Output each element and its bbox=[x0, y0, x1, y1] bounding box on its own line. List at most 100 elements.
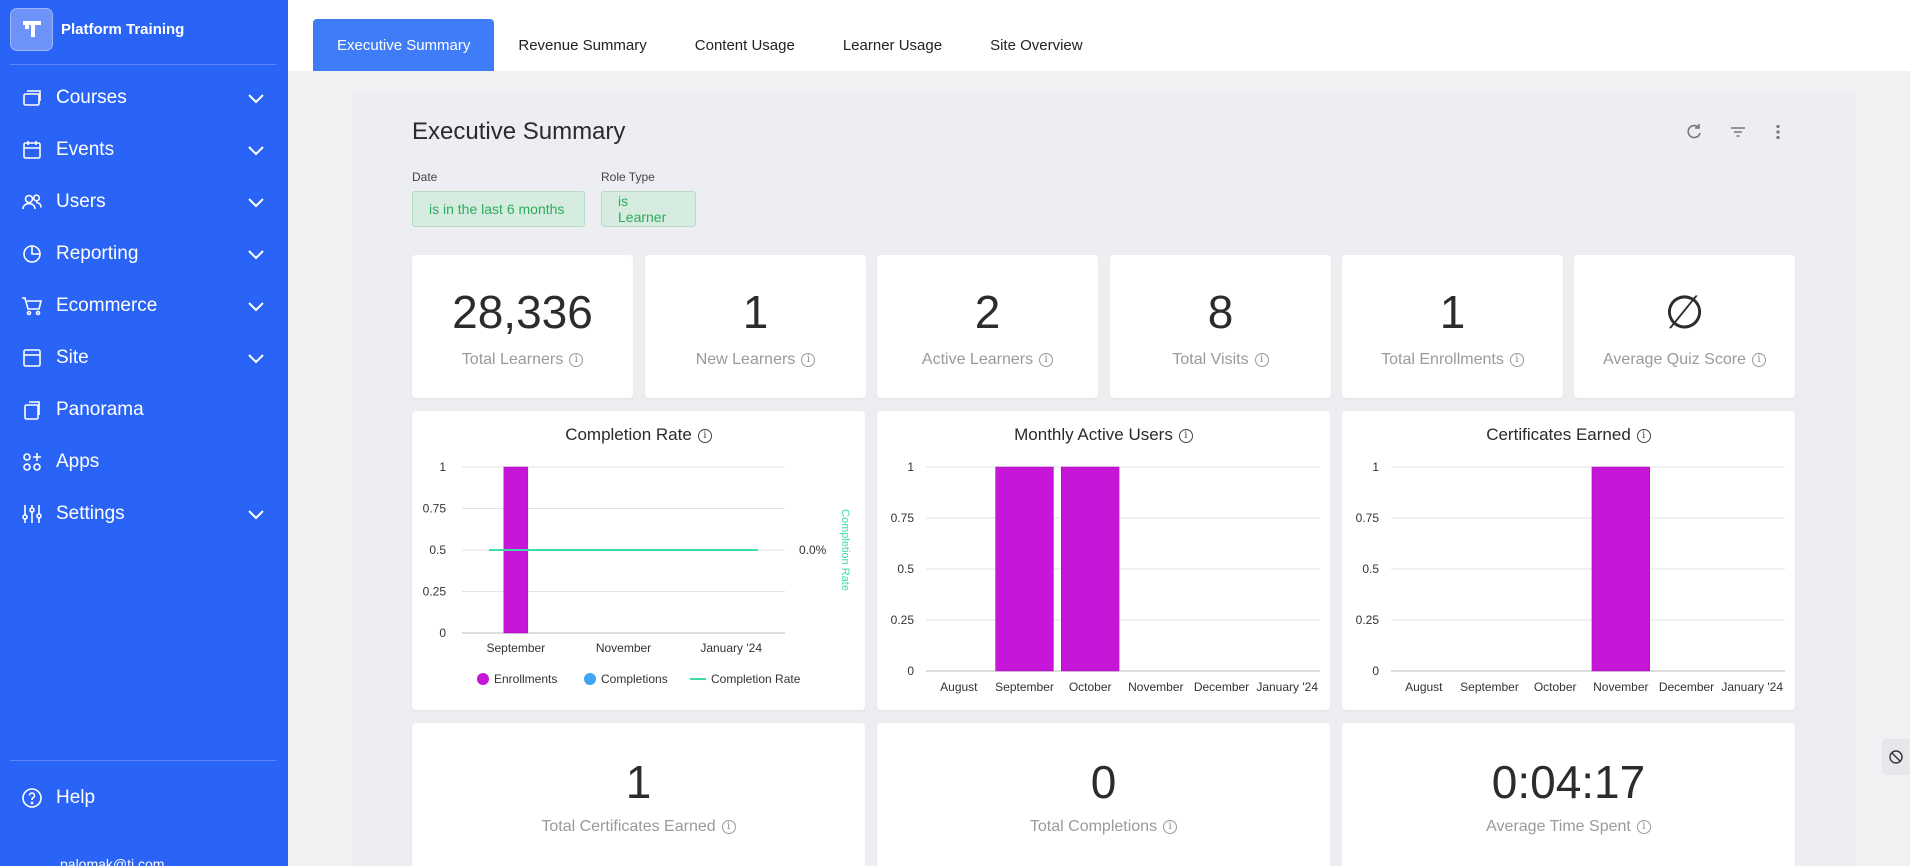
kpi-label-text: Average Quiz Score bbox=[1603, 351, 1746, 368]
kpi-card-average-quiz-score[interactable]: ∅ Average Quiz Score i bbox=[1574, 255, 1795, 398]
nav-item-site[interactable]: Site bbox=[0, 332, 288, 384]
nav-item-panorama[interactable]: Panorama bbox=[0, 384, 288, 436]
block-icon bbox=[1889, 750, 1903, 764]
info-icon[interactable]: i bbox=[1636, 819, 1651, 834]
kpi-card-new-learners[interactable]: 1 New Learners i bbox=[645, 255, 866, 398]
kpi-label-text: Total Completions bbox=[1029, 818, 1158, 835]
tab-site-overview[interactable]: Site Overview bbox=[990, 36, 1083, 54]
y-tick-label: 0.25 bbox=[423, 585, 447, 599]
kpi-card-total-visits[interactable]: 8 Total Visits i bbox=[1110, 255, 1331, 398]
chevron-down-icon bbox=[248, 146, 264, 156]
info-icon[interactable]: i bbox=[721, 819, 736, 834]
filter-role-type[interactable]: is Learner bbox=[601, 191, 696, 227]
x-tick-label: October bbox=[1069, 680, 1112, 694]
kpi-card-total-learners[interactable]: 28,336 Total Learners i bbox=[412, 255, 633, 398]
help-label: Help bbox=[56, 787, 96, 808]
y-tick-label: 1 bbox=[439, 460, 446, 474]
x-tick-label: November bbox=[596, 641, 651, 655]
users-icon bbox=[21, 191, 43, 213]
nav-item-apps[interactable]: Apps bbox=[0, 436, 288, 488]
kpi-value: 1 bbox=[625, 756, 652, 808]
legend-swatch-completions bbox=[584, 673, 596, 685]
tab-content-usage[interactable]: Content Usage bbox=[694, 36, 795, 54]
chart-card-completion-rate: Completion Rate i 0 0.25 0.5 0.75 1 September N… bbox=[412, 411, 865, 710]
y-tick-label: 0.5 bbox=[429, 543, 446, 557]
kpi-value: ∅ bbox=[1664, 286, 1705, 338]
hide-panel-tab[interactable] bbox=[1882, 739, 1910, 775]
dashboard-title: Executive Summary bbox=[412, 118, 626, 145]
more-vertical-icon[interactable] bbox=[1768, 122, 1788, 142]
refresh-icon[interactable] bbox=[1684, 122, 1704, 142]
info-icon[interactable]: i bbox=[1636, 428, 1651, 443]
nav-item-events[interactable]: Events bbox=[0, 124, 288, 176]
filter-label-date: Date bbox=[412, 170, 438, 184]
cart-icon bbox=[21, 295, 43, 317]
tab-executive-summary[interactable]: Executive Summary bbox=[313, 19, 495, 71]
x-tick-label: December bbox=[1194, 680, 1249, 694]
y-tick-label: 0 bbox=[1372, 664, 1379, 678]
nav-label: Apps bbox=[56, 451, 100, 472]
kpi-card-active-learners[interactable]: 2 Active Learners i bbox=[877, 255, 1098, 398]
y-tick-label: 0.25 bbox=[1356, 613, 1380, 627]
nav-label: Events bbox=[56, 139, 115, 160]
kpi-label-text: New Learners bbox=[695, 351, 796, 368]
chevron-down-icon bbox=[248, 302, 264, 312]
nav-label: Reporting bbox=[56, 243, 139, 264]
user-email[interactable]: palomak@ti.com bbox=[60, 856, 165, 866]
kpi-card-total-enrollments[interactable]: 1 Total Enrollments i bbox=[1342, 255, 1563, 398]
nav-item-settings[interactable]: Settings bbox=[0, 488, 288, 540]
kpi-value: 2 bbox=[974, 286, 1001, 338]
bar bbox=[995, 466, 1054, 672]
kpi-card-average-time-spent[interactable]: 0:04:17 Average Time Spent i bbox=[1342, 723, 1795, 866]
info-icon[interactable]: i bbox=[1178, 428, 1193, 443]
x-tick-label: September bbox=[1460, 680, 1519, 694]
tab-revenue-summary[interactable]: Revenue Summary bbox=[518, 36, 647, 54]
kpi-label: Total Learners i bbox=[412, 351, 633, 369]
dashboard-tabs: Executive Summary Revenue Summary Conten… bbox=[313, 19, 1107, 71]
kpi-card-total-certificates-earned[interactable]: 1 Total Certificates Earned i bbox=[412, 723, 865, 866]
x-tick-label: January '24 bbox=[700, 641, 762, 655]
info-icon[interactable]: i bbox=[1039, 352, 1054, 367]
chevron-down-icon bbox=[248, 198, 264, 208]
y-tick-label: 0.75 bbox=[423, 502, 447, 516]
nav-item-users[interactable]: Users bbox=[0, 176, 288, 228]
info-icon[interactable]: i bbox=[697, 428, 712, 443]
kpi-label-text: Total Visits bbox=[1172, 351, 1249, 368]
kpi-value: 0:04:17 bbox=[1491, 756, 1646, 808]
x-tick-label: September bbox=[486, 641, 545, 655]
info-icon[interactable]: i bbox=[1751, 352, 1766, 367]
x-tick-label: November bbox=[1593, 680, 1648, 694]
x-tick-label: December bbox=[1659, 680, 1714, 694]
nav-item-reporting[interactable]: Reporting bbox=[0, 228, 288, 280]
info-icon[interactable]: i bbox=[1254, 352, 1269, 367]
nav-item-ecommerce[interactable]: Ecommerce bbox=[0, 280, 288, 332]
nav-item-courses[interactable]: Courses bbox=[0, 72, 288, 124]
chart-title: Monthly Active Users i bbox=[877, 425, 1330, 445]
kpi-label-text: Total Enrollments bbox=[1381, 351, 1504, 368]
filter-date[interactable]: is in the last 6 months bbox=[412, 191, 585, 227]
nav-label: Panorama bbox=[56, 399, 144, 420]
info-icon[interactable]: i bbox=[801, 352, 816, 367]
bar bbox=[1591, 466, 1650, 672]
y-tick-label: 1 bbox=[1372, 460, 1379, 474]
info-icon[interactable]: i bbox=[1509, 352, 1524, 367]
filter-icon[interactable] bbox=[1728, 122, 1748, 142]
kpi-label: Total Certificates Earned i bbox=[412, 818, 865, 836]
info-icon[interactable]: i bbox=[1163, 819, 1178, 834]
info-icon[interactable]: i bbox=[569, 352, 584, 367]
kpi-card-total-completions[interactable]: 0 Total Completions i bbox=[877, 723, 1330, 866]
nav-label: Site bbox=[56, 347, 89, 368]
x-tick-label: January '24 bbox=[1721, 680, 1783, 694]
y-tick-label: 0.5 bbox=[1362, 562, 1379, 576]
courses-icon bbox=[21, 87, 43, 109]
brand[interactable]: Platform Training bbox=[10, 6, 276, 52]
pie-chart-icon bbox=[21, 243, 43, 265]
chevron-down-icon bbox=[248, 354, 264, 364]
help-link[interactable]: Help bbox=[21, 787, 95, 809]
chart-title-text: Completion Rate bbox=[565, 425, 692, 444]
tab-learner-usage[interactable]: Learner Usage bbox=[842, 36, 943, 54]
x-tick-label: November bbox=[1128, 680, 1183, 694]
brand-name: Platform Training bbox=[61, 20, 185, 38]
kpi-label-text: Total Certificates Earned bbox=[541, 818, 716, 835]
kpi-value: 1 bbox=[742, 286, 769, 338]
